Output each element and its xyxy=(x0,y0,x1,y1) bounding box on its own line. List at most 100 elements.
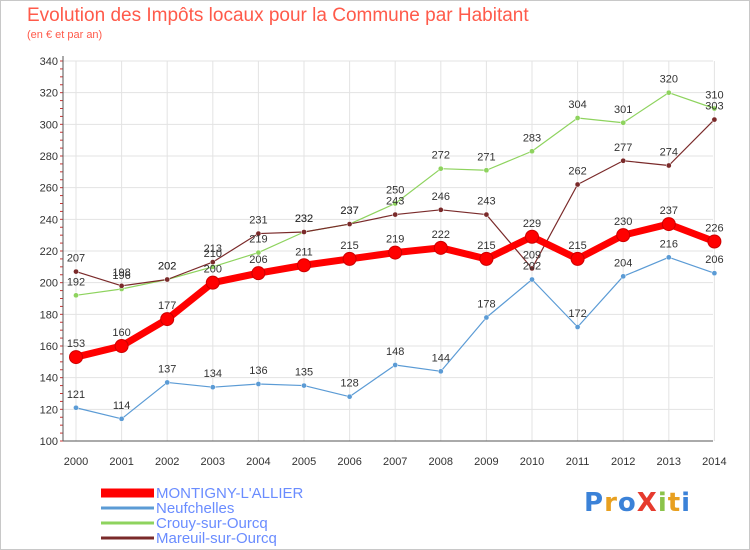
data-label: 215 xyxy=(477,240,495,252)
data-label: 237 xyxy=(340,205,358,217)
data-label: 198 xyxy=(112,267,130,279)
y-tick-label: 100 xyxy=(40,436,58,448)
data-label: 210 xyxy=(204,248,222,260)
x-tick-label: 2004 xyxy=(246,456,270,468)
data-label: 136 xyxy=(249,365,267,377)
data-label: 262 xyxy=(568,166,586,178)
data-label: 148 xyxy=(386,346,404,358)
data-point xyxy=(665,162,672,169)
data-point xyxy=(392,362,399,368)
data-label: 213 xyxy=(204,243,222,255)
data-point xyxy=(118,415,125,422)
data-point xyxy=(665,89,672,96)
chart-title: Evolution des Impôts locaux pour la Comm… xyxy=(27,5,529,26)
logo-letter: i xyxy=(681,488,692,518)
x-tick-label: 2006 xyxy=(337,456,361,468)
data-label: 222 xyxy=(432,229,450,241)
data-point xyxy=(437,368,444,375)
data-label: 202 xyxy=(158,261,176,273)
data-label: 243 xyxy=(477,196,495,208)
data-point xyxy=(711,116,718,123)
data-label: 121 xyxy=(67,389,85,401)
logo-letter: P xyxy=(584,488,605,518)
data-point xyxy=(574,115,581,121)
y-tick-label: 240 xyxy=(40,214,58,226)
data-label: 207 xyxy=(67,253,85,265)
x-tick-label: 2003 xyxy=(201,456,225,468)
data-label: 219 xyxy=(386,234,404,246)
data-label: 192 xyxy=(67,276,85,288)
data-label: 172 xyxy=(568,308,586,320)
data-label: 250 xyxy=(386,185,404,197)
data-label: 320 xyxy=(660,74,678,86)
data-point xyxy=(479,251,494,266)
data-point xyxy=(255,381,262,387)
data-label: 226 xyxy=(705,223,723,235)
data-label: 243 xyxy=(386,196,404,208)
x-tick-label: 2000 xyxy=(64,456,88,468)
data-point xyxy=(616,228,631,243)
data-label: 303 xyxy=(705,101,723,113)
data-point xyxy=(620,273,627,280)
x-tick-label: 2014 xyxy=(702,456,726,468)
data-label: 200 xyxy=(204,264,222,276)
data-label: 232 xyxy=(295,213,313,225)
y-tick-label: 120 xyxy=(40,404,58,416)
y-tick-label: 160 xyxy=(40,341,58,353)
data-point xyxy=(661,217,676,232)
data-point xyxy=(392,211,399,218)
data-point xyxy=(301,382,307,389)
data-label: 274 xyxy=(660,147,678,159)
y-tick-label: 280 xyxy=(40,151,58,163)
data-point xyxy=(255,249,262,256)
x-tick-label: 2007 xyxy=(383,456,407,468)
data-point xyxy=(388,245,403,260)
data-point xyxy=(483,314,490,321)
data-label: 231 xyxy=(249,215,267,227)
data-label: 272 xyxy=(432,150,450,162)
legend-label: Crouy-sur-Ourcq xyxy=(156,515,268,532)
data-label: 177 xyxy=(158,300,176,312)
data-point xyxy=(205,275,220,290)
logo-letter: o xyxy=(617,488,637,518)
data-label: 246 xyxy=(432,191,450,203)
data-label: 137 xyxy=(158,363,176,375)
data-label: 211 xyxy=(295,246,313,258)
data-point xyxy=(711,270,718,277)
data-point xyxy=(437,206,444,213)
data-label: 219 xyxy=(249,234,267,246)
data-point xyxy=(483,167,490,174)
data-point xyxy=(525,229,539,244)
legend-label: Neufchelles xyxy=(156,500,234,517)
data-point xyxy=(437,165,444,172)
data-point xyxy=(301,229,307,235)
x-tick-label: 2010 xyxy=(520,456,544,468)
x-tick-label: 2005 xyxy=(292,456,316,468)
data-label: 135 xyxy=(295,367,313,379)
chart-subtitle: (en € et par an) xyxy=(27,29,103,41)
data-point xyxy=(529,276,535,283)
y-tick-label: 320 xyxy=(40,88,58,100)
data-point xyxy=(346,393,353,400)
data-point xyxy=(160,312,175,327)
data-label: 271 xyxy=(477,151,495,163)
logo-letter: r xyxy=(604,488,618,518)
data-point xyxy=(342,251,357,266)
data-label: 202 xyxy=(158,261,176,273)
data-label: 114 xyxy=(113,400,131,412)
x-tick-label: 2011 xyxy=(566,456,590,468)
logo-letter: i xyxy=(657,488,668,518)
data-label: 237 xyxy=(340,205,358,217)
data-point xyxy=(73,292,79,299)
data-label: 144 xyxy=(432,352,450,364)
x-tick-label: 2002 xyxy=(155,456,179,468)
y-tick-label: 260 xyxy=(40,183,58,195)
data-point xyxy=(118,282,125,289)
data-label: 301 xyxy=(614,104,632,116)
data-label: 283 xyxy=(523,132,541,144)
data-label: 209 xyxy=(523,249,541,261)
data-label: 202 xyxy=(523,261,541,273)
data-label: 196 xyxy=(112,270,130,282)
